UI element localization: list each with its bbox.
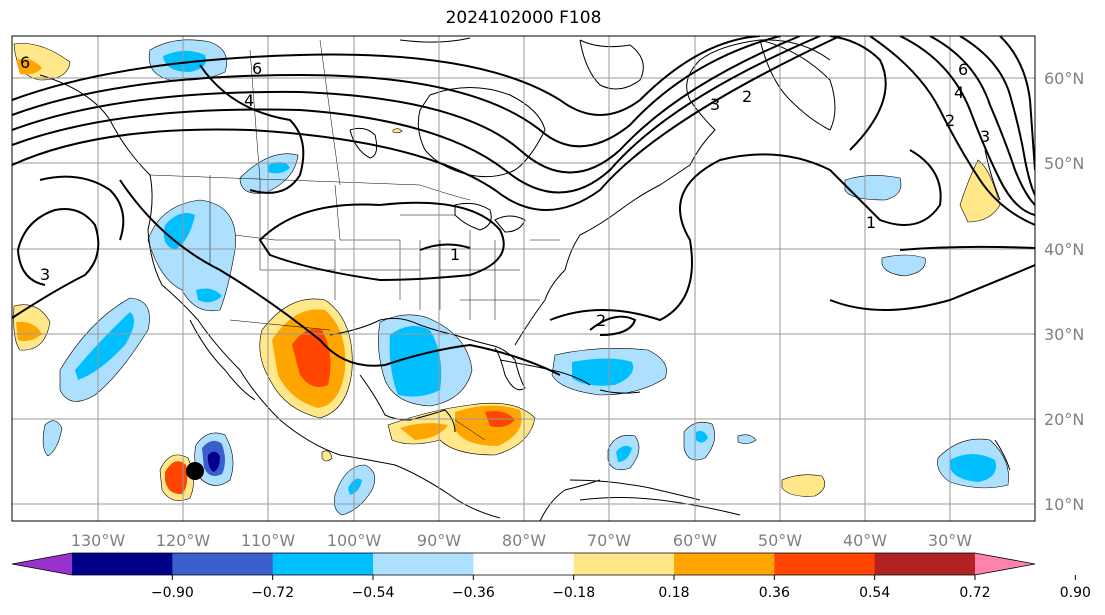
latitude-labels: 60°N 50°N 40°N 30°N 20°N 10°N [1044,69,1084,514]
colorbar-tick-label: 0.72 [959,585,990,601]
anomaly-blob [400,423,448,440]
anomaly-blob [881,254,926,277]
graticule [12,36,1035,521]
anomaly-blob [781,474,826,497]
lon-label: 90°W [417,531,461,550]
anomaly-blob [950,454,996,482]
contour-label: 1 [450,245,460,264]
anomaly-blob [207,451,220,472]
colorbar-tick-label: 0.36 [759,585,790,601]
storm-center-marker [186,462,204,480]
colorbar-outline [11,552,1036,576]
lon-label: 130°W [71,531,126,550]
anomaly-blob [268,162,290,174]
colorbar-segment [172,553,274,575]
anomaly-blob [959,159,1001,223]
lon-label: 100°W [327,531,382,550]
colorbar-segment [573,553,675,575]
anomaly-blob [737,434,757,444]
colorbar-tick-label: 0.18 [658,585,689,601]
map-frame [11,35,1036,522]
lat-label: 30°N [1044,325,1084,344]
colorbar-segment [774,553,876,575]
contour-label: 6 [252,59,262,78]
lon-label: 60°W [673,531,717,550]
colorbar-segment [72,553,173,575]
anomaly-blob [696,430,708,443]
longitude-labels: 130°W 120°W 110°W 100°W 90°W 80°W 70°W 6… [71,531,972,550]
anomaly-blob [42,420,63,457]
anomaly-blob [392,128,403,134]
contour-label: 3 [980,127,990,146]
anomaly-blob [321,450,333,462]
lat-label: 20°N [1044,410,1084,429]
anomaly-blob [196,288,222,303]
anomaly-blob [572,358,634,386]
anomaly-blob [163,212,195,250]
contour-label: 3 [40,265,50,284]
anomaly-blob [844,175,902,201]
lat-label: 40°N [1044,240,1084,259]
contour-label: 4 [954,83,964,102]
colorbar-tick-label: −0.18 [552,585,595,601]
colorbar-segment [473,553,575,575]
colorbar-tick-label: 0.54 [859,585,890,601]
colorbar-tick-label: 0.90 [1060,585,1091,601]
anomaly-blob [165,461,188,495]
contour-label: 4 [244,91,254,110]
contour-label: 6 [958,60,968,79]
colorbar-tick-label: −0.72 [251,585,294,601]
anomaly-blob [389,326,442,397]
lat-label: 60°N [1044,69,1084,88]
lon-label: 120°W [156,531,211,550]
lon-label: 110°W [241,531,296,550]
colorbar: −0.90 −0.72 −0.54 −0.36 −0.18 0.18 0.36 0.54 0.7… [11,552,1091,601]
anomaly-blob [616,445,632,462]
political-borders [149,39,560,441]
lon-label: 40°W [843,531,887,550]
colorbar-tick-label: −0.90 [151,585,194,601]
colorbar-extend-min [12,553,72,575]
anomaly-blob [16,58,42,75]
lon-label: 30°W [928,531,972,550]
anomaly-blob [16,321,42,342]
contour-label: 2 [945,111,955,130]
lon-label: 80°W [502,531,546,550]
contour-label: 6 [20,53,30,72]
anomaly-blob [348,478,362,495]
lon-label: 50°W [758,531,802,550]
contour-lines [12,36,1035,376]
colorbar-extend-max [975,553,1035,575]
contour-label: 2 [596,311,606,330]
lat-label: 10°N [1044,495,1084,514]
contour-label: 2 [742,87,752,106]
anomaly-blob [163,50,206,72]
anomaly-blob [292,329,331,388]
map-title: 2024102000 F108 [445,8,602,28]
lon-label: 70°W [587,531,631,550]
contour-label-group: 6 4 6 3 2 1 2 6 4 2 3 1 3 [20,53,990,330]
lat-label: 50°N [1044,154,1084,173]
contour-label: 1 [866,213,876,232]
colorbar-segment [674,553,775,575]
anomaly-blob [75,312,134,380]
colorbar-segment [373,553,474,575]
colorbar-tick-label: −0.54 [352,585,395,601]
colorbar-segment [272,553,374,575]
colorbar-segment [874,553,976,575]
contour-label: 3 [710,95,720,114]
coastlines [39,37,1011,521]
colorbar-tick-label: −0.36 [452,585,495,601]
